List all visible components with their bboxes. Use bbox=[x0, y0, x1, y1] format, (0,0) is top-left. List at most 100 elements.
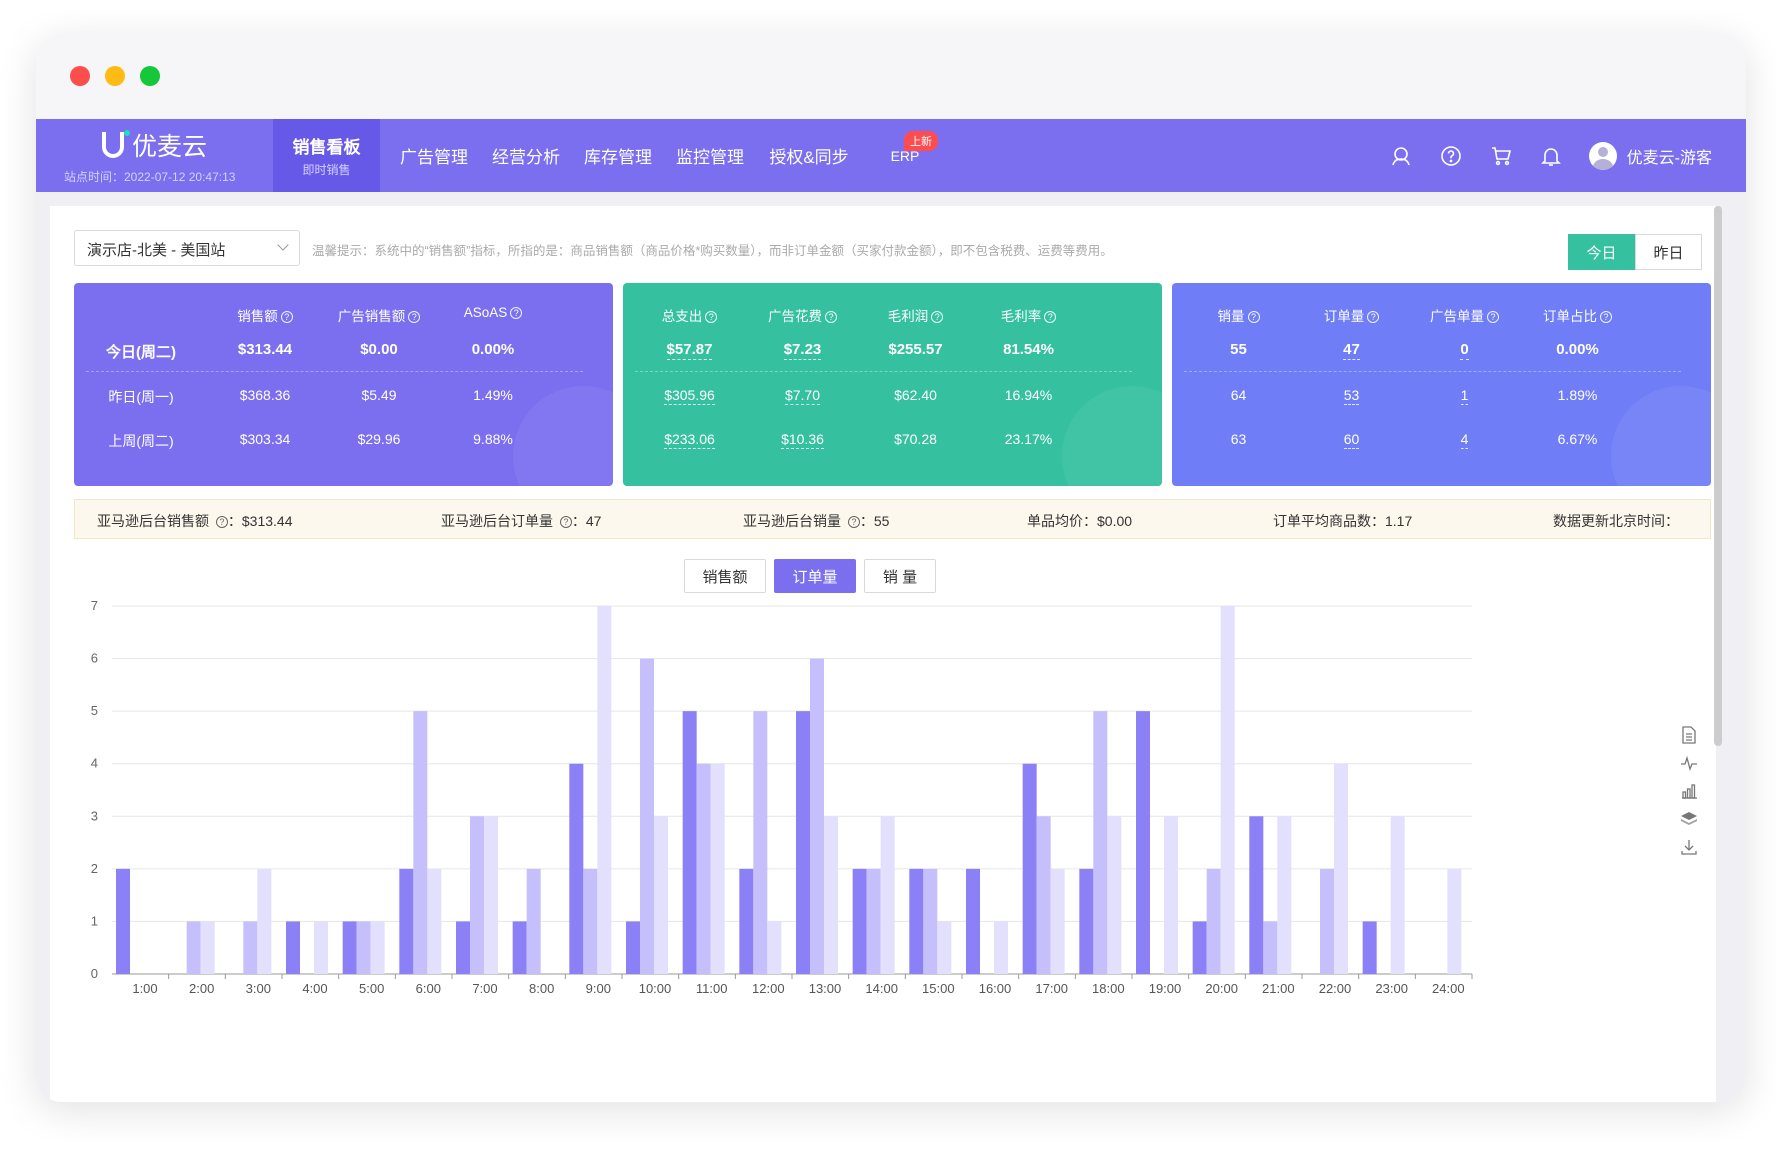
yesterday-button[interactable]: 昨日 bbox=[1635, 234, 1702, 270]
bar bbox=[1249, 816, 1264, 974]
nav-item-inventory[interactable]: 库存管理 bbox=[572, 119, 664, 192]
help-icon[interactable] bbox=[1439, 144, 1463, 168]
bar bbox=[1206, 868, 1221, 974]
cart-icon[interactable] bbox=[1489, 144, 1513, 168]
value-link[interactable]: 0 bbox=[1460, 341, 1469, 360]
service-icon[interactable] bbox=[1389, 144, 1413, 168]
value-cell: 1.89% bbox=[1557, 387, 1598, 403]
maximize-window-button[interactable] bbox=[140, 66, 160, 86]
close-window-button[interactable] bbox=[70, 66, 90, 86]
x-tick-label: 13:00 bbox=[809, 981, 842, 996]
value-link[interactable]: 4 bbox=[1460, 431, 1469, 449]
nav-item-sales-board[interactable]: 销售看板 即时销售 bbox=[273, 119, 380, 192]
value-link[interactable]: $7.23 bbox=[783, 341, 822, 360]
value-cell: $313.44 bbox=[237, 341, 293, 358]
user-menu[interactable]: 优麦云-游客 bbox=[1588, 141, 1712, 170]
nav-item-monitor[interactable]: 监控管理 bbox=[664, 119, 756, 192]
question-icon[interactable]: ? bbox=[1600, 311, 1612, 323]
question-icon[interactable]: ? bbox=[705, 311, 718, 323]
today-button[interactable]: 今日 bbox=[1568, 234, 1635, 270]
brand-logo[interactable]: 优麦云 bbox=[102, 127, 207, 163]
day-toggle: 今日 昨日 bbox=[1568, 234, 1702, 270]
bar bbox=[399, 868, 414, 974]
nav-item-auth-sync[interactable]: 授权&同步 bbox=[756, 119, 862, 192]
header-sales: 销售额? bbox=[208, 305, 322, 325]
card-row-today: 55 47 0 0.00% bbox=[1172, 341, 1711, 363]
nav-item-label: ERP bbox=[890, 147, 920, 164]
question-icon[interactable]: ? bbox=[280, 311, 293, 323]
store-select[interactable]: 演示店-北美 - 美国站 bbox=[74, 230, 300, 266]
value-link[interactable]: $57.87 bbox=[666, 341, 713, 360]
question-icon[interactable]: ? bbox=[931, 311, 944, 323]
tab-units[interactable]: 销 量 bbox=[864, 559, 936, 593]
tab-sales[interactable]: 销售额 bbox=[684, 559, 766, 593]
bar bbox=[286, 921, 300, 974]
header-ad-orders: 广告单量? bbox=[1408, 305, 1521, 325]
line-chart-icon[interactable] bbox=[1680, 754, 1698, 772]
value-link[interactable]: 53 bbox=[1343, 387, 1360, 405]
value-link[interactable]: 60 bbox=[1343, 431, 1360, 449]
card-row-last-week: 上周(周二) $303.34 $29.96 9.88% bbox=[74, 431, 613, 453]
main-content: 演示店-北美 - 美国站 温馨提示：系统中的“销售额”指标，所指的是：商品销售额… bbox=[36, 192, 1746, 1102]
value-link[interactable]: $305.96 bbox=[664, 387, 715, 405]
bar bbox=[1093, 711, 1108, 974]
bar bbox=[739, 868, 754, 974]
minimize-window-button[interactable] bbox=[105, 66, 125, 86]
value-cell: 6.67% bbox=[1557, 431, 1598, 447]
question-icon[interactable]: ? bbox=[559, 516, 572, 528]
header-gross-profit: 毛利润? bbox=[859, 305, 972, 325]
question-icon[interactable]: ? bbox=[408, 311, 421, 323]
x-tick-label: 2:00 bbox=[189, 981, 214, 996]
x-tick-label: 19:00 bbox=[1149, 981, 1182, 996]
question-icon[interactable]: ? bbox=[1247, 311, 1260, 323]
value-link[interactable]: 1 bbox=[1460, 387, 1469, 405]
bar bbox=[626, 921, 640, 974]
card-header: 总支出? 广告花费? 毛利润? 毛利率? bbox=[623, 305, 1162, 325]
app-window: 优麦云 站点时间：2022-07-12 20:47:13 销售看板 即时销售 广… bbox=[36, 34, 1746, 1102]
value-link[interactable]: 47 bbox=[1343, 341, 1360, 360]
hourly-orders-chart: 0 1 2 3 4 5 6 7 1:00 2:00 3:00 4:00 5:00 6:00 7:00 8:00… bbox=[91, 598, 1473, 996]
bar bbox=[1136, 711, 1150, 974]
question-icon[interactable]: ? bbox=[215, 516, 228, 528]
tab-orders[interactable]: 订单量 bbox=[774, 559, 856, 593]
document-icon[interactable] bbox=[1680, 726, 1698, 744]
value-link[interactable]: $10.36 bbox=[781, 431, 824, 449]
nav-item-analysis[interactable]: 经营分析 bbox=[480, 119, 572, 192]
row-label: 今日(周二) bbox=[106, 344, 176, 361]
amazon-units: 亚马逊后台销量 ? ：55 bbox=[743, 513, 890, 529]
value-link[interactable]: $7.70 bbox=[784, 387, 821, 405]
bar bbox=[640, 658, 654, 974]
question-icon[interactable]: ? bbox=[510, 307, 523, 319]
bell-icon[interactable] bbox=[1539, 144, 1563, 168]
nav-item-erp[interactable]: ERP bbox=[862, 119, 948, 192]
question-icon[interactable]: ? bbox=[1044, 311, 1057, 323]
nav-item-label: 广告管理 bbox=[400, 148, 468, 167]
question-icon[interactable]: ? bbox=[847, 516, 860, 528]
bar bbox=[796, 711, 810, 974]
question-icon[interactable]: ? bbox=[825, 311, 837, 323]
bar bbox=[753, 711, 768, 974]
layers-icon[interactable] bbox=[1680, 810, 1698, 828]
y-tick-label: 0 bbox=[91, 966, 98, 981]
question-icon[interactable]: ? bbox=[1367, 311, 1380, 323]
download-icon[interactable] bbox=[1680, 838, 1698, 856]
question-icon[interactable]: ? bbox=[1487, 311, 1499, 323]
x-tick-label: 5:00 bbox=[359, 981, 384, 996]
value-cell: 0.00% bbox=[471, 341, 515, 358]
bar bbox=[470, 816, 484, 974]
x-tick-label: 4:00 bbox=[302, 981, 327, 996]
bar bbox=[1362, 921, 1377, 974]
nav-item-ads[interactable]: 广告管理 bbox=[388, 119, 480, 192]
bar bbox=[413, 711, 428, 974]
bar bbox=[710, 763, 725, 974]
bar-chart-icon[interactable] bbox=[1680, 782, 1698, 800]
bar bbox=[257, 868, 272, 974]
site-time: 站点时间：2022-07-12 20:47:13 bbox=[64, 170, 236, 184]
bar bbox=[909, 868, 924, 974]
x-tick-label: 17:00 bbox=[1035, 981, 1068, 996]
x-tick-label: 23:00 bbox=[1375, 981, 1408, 996]
value-link[interactable]: $233.06 bbox=[664, 431, 715, 449]
value-cell: 63 bbox=[1230, 431, 1247, 447]
divider bbox=[1184, 371, 1681, 372]
scrollbar[interactable] bbox=[1714, 206, 1722, 746]
